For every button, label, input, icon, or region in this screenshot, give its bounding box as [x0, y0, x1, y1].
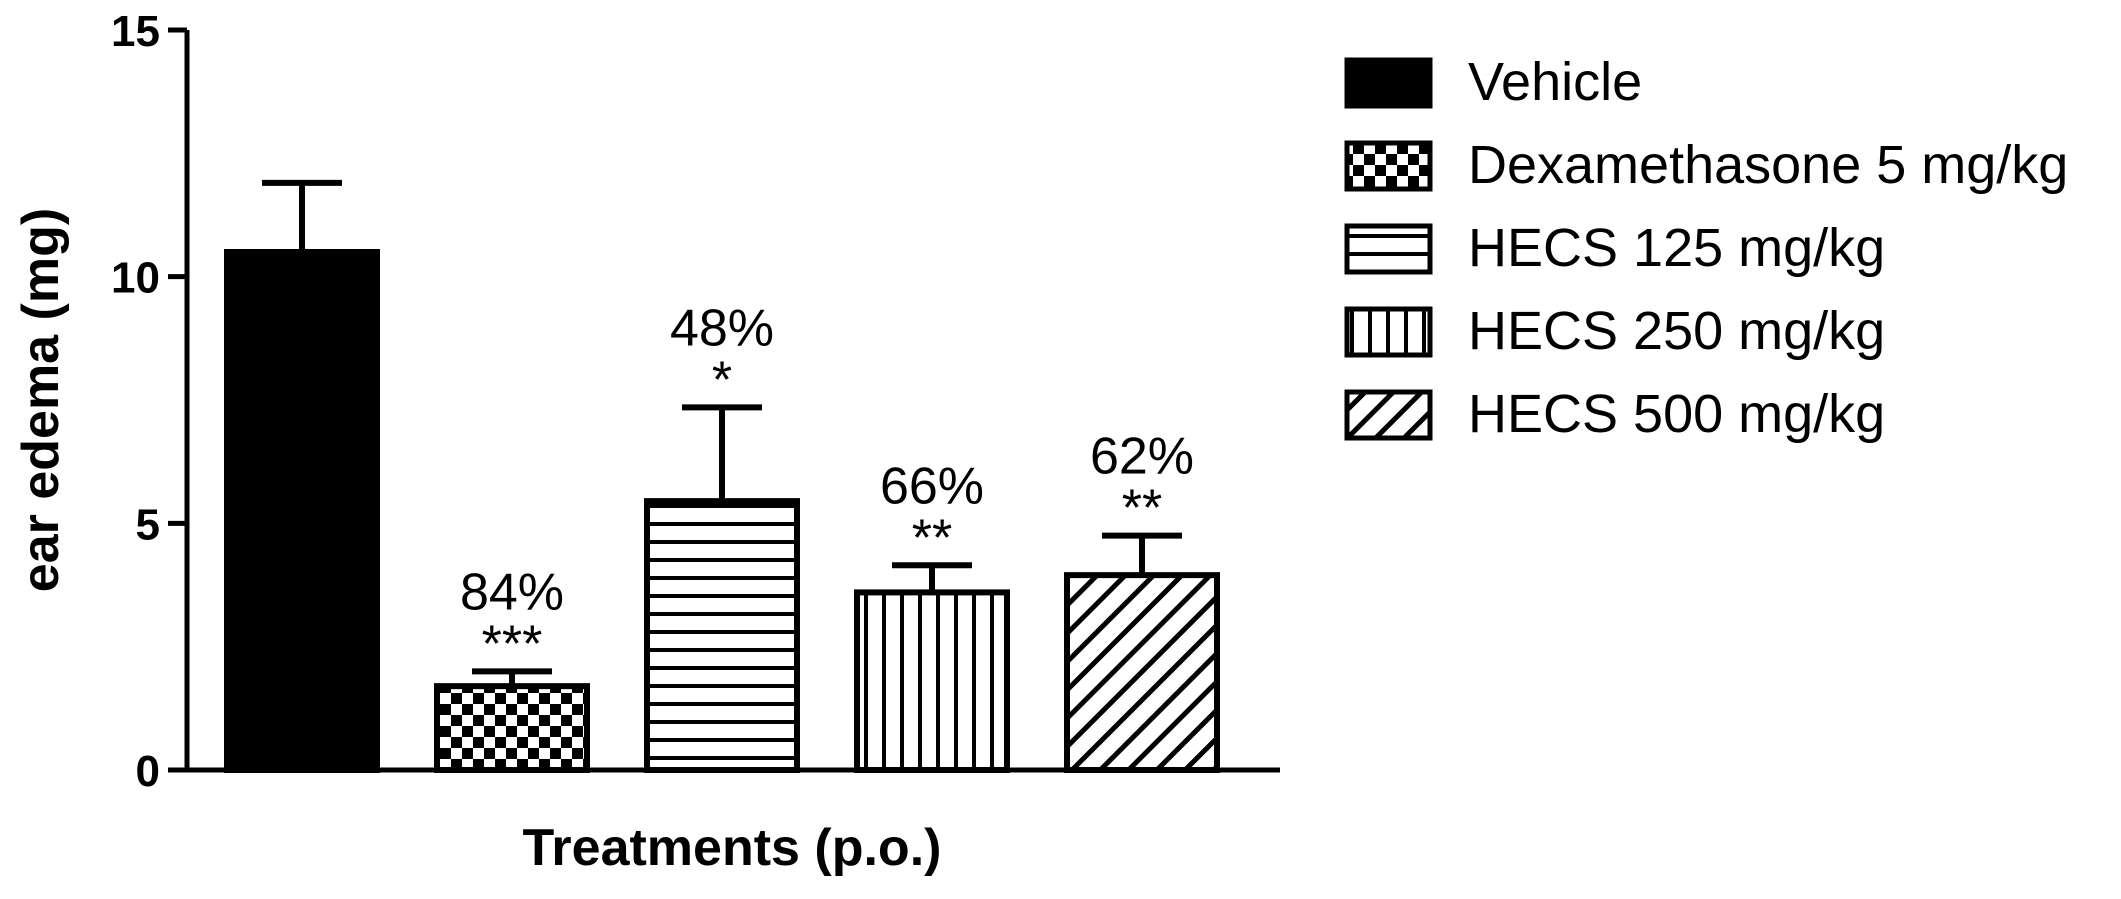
bar [1064, 572, 1220, 774]
significance-label: * [712, 351, 732, 409]
bar [434, 683, 590, 774]
y-tick-label: 15 [111, 7, 160, 56]
inhibition-label: 62% [1090, 428, 1194, 486]
legend-swatch [1344, 223, 1433, 275]
bar [224, 249, 380, 773]
x-axis-title: Treatments (p.o.) [523, 819, 942, 877]
inhibition-label: 84% [460, 563, 564, 621]
legend-label: HECS 125 mg/kg [1468, 218, 1885, 278]
legend-swatch [1344, 306, 1433, 358]
y-ticks: 0 5 10 15 [111, 7, 187, 796]
significance-label: *** [482, 615, 543, 673]
legend-swatch [1344, 57, 1433, 109]
inhibition-label: 48% [670, 299, 774, 357]
legend-label: Dexamethasone 5 mg/kg [1468, 135, 2068, 195]
legend: Vehicle Dexamethasone 5 mg/kg HECS 125 mg/… [1344, 52, 2068, 444]
legend-swatch [1344, 389, 1433, 441]
error-bars [262, 179, 1182, 687]
y-tick-label: 10 [111, 254, 160, 303]
y-tick-label: 5 [136, 500, 160, 549]
y-tick-label: 0 [136, 747, 160, 796]
bar [854, 589, 1010, 774]
legend-swatch [1344, 140, 1433, 192]
legend-label: HECS 500 mg/kg [1468, 384, 1885, 444]
y-axis-title: ear edema (mg) [12, 208, 70, 592]
inhibition-label: 66% [880, 457, 984, 515]
legend-label: Vehicle [1468, 52, 1642, 112]
legend-label: HECS 250 mg/kg [1468, 301, 1885, 361]
bars [224, 249, 1220, 774]
significance-label: ** [1122, 480, 1162, 538]
annotations: ***84%*48%**66% **62% [460, 299, 1194, 673]
significance-label: ** [912, 509, 952, 567]
bar [644, 498, 800, 773]
